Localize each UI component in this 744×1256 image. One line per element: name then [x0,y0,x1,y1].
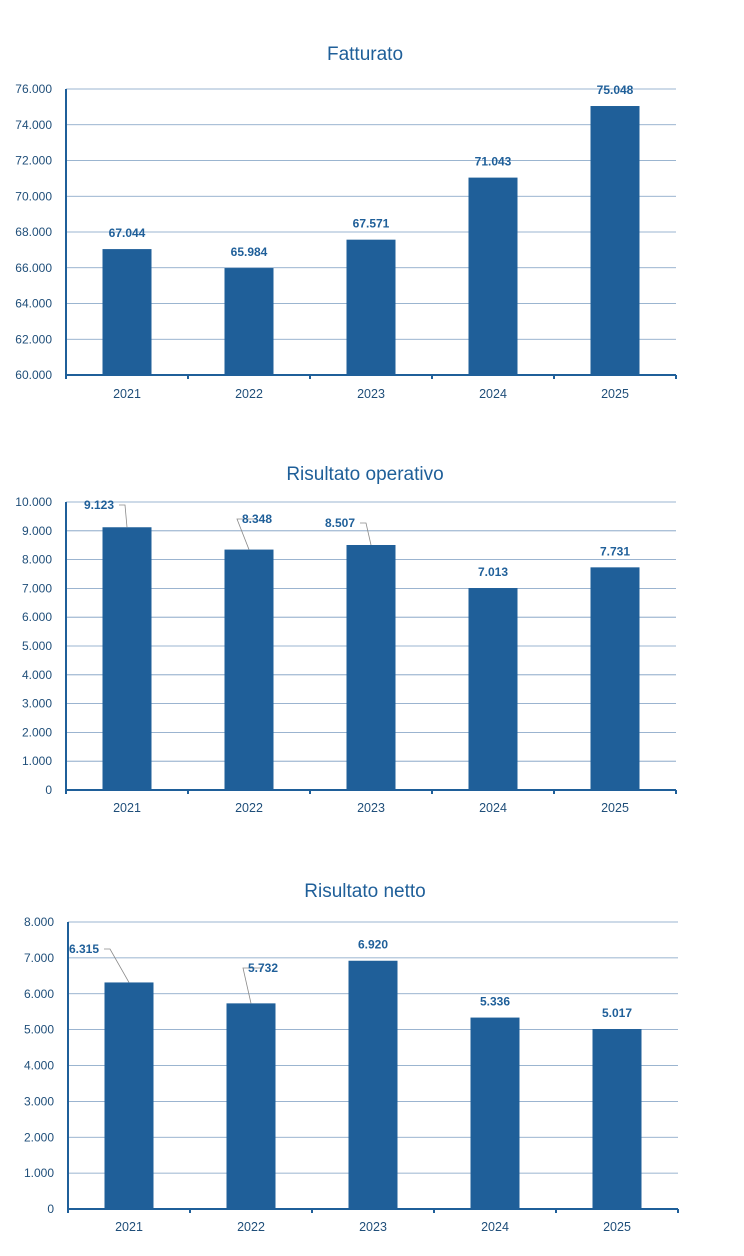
data-label: 5.336 [480,995,510,1009]
data-label: 5.732 [248,961,278,975]
data-label: 6.920 [358,938,388,952]
bar-2021 [102,249,152,375]
chart-fatturato: Fatturato 60.000 62.000 64.000 66.000 68.000 7… [0,0,744,420]
chart-fatturato-svg: Fatturato 60.000 62.000 64.000 66.000 68.000 7… [15,44,677,401]
bar-2021 [104,982,154,1209]
data-label-leader [236,518,257,550]
bar-2023 [348,960,398,1209]
x-tick-label: 2025 [601,387,629,401]
data-label: 65.984 [231,245,268,259]
data-label: 6.315 [69,942,99,956]
x-tick-label: 2023 [357,801,385,815]
bar-2022 [226,1003,276,1209]
x-tick-label: 2025 [603,1220,631,1234]
y-tick-label: 7.000 [24,951,54,965]
y-tick-label: 8.000 [24,915,54,929]
x-tick-label: 2021 [113,801,141,815]
y-tick-label: 5.000 [22,639,52,653]
y-tick-label: 6.000 [24,987,54,1001]
chart-risultato-netto-svg: Risultato netto 0 1.000 2.000 3.000 4.000 5.00… [24,881,679,1234]
x-tick-label: 2021 [113,387,141,401]
bar-2022 [224,268,274,375]
y-tick-label: 70.000 [15,189,52,203]
y-tick-label: 5.000 [24,1023,54,1037]
y-tick-label: 1.000 [24,1166,54,1180]
data-label: 8.348 [242,512,272,526]
data-label-leader [242,967,263,1004]
data-label-leader [360,522,372,546]
x-tick-label: 2023 [359,1220,387,1234]
y-tick-label: 74.000 [15,118,52,132]
x-tick-label: 2024 [481,1220,509,1234]
y-tick-label: 7.000 [22,581,52,595]
y-tick-label: 66.000 [15,261,52,275]
bar-2023 [346,544,396,790]
bar-2024 [468,177,518,375]
y-tick-label: 9.000 [22,524,52,538]
y-tick-label: 10.000 [15,495,52,509]
chart-title: Risultato netto [304,881,425,902]
x-tick-label: 2022 [237,1220,265,1234]
data-label-leader [104,948,130,983]
x-tick-label: 2022 [235,387,263,401]
chart-risultato-operativo-svg: Risultato operativo 0 1.000 2.000 3.000 4.000… [15,464,677,815]
bar-2025 [592,1029,642,1209]
bar-2025 [590,106,640,375]
data-label: 7.731 [600,544,630,558]
data-label-leader [119,504,128,528]
data-label: 9.123 [84,498,114,512]
y-tick-label: 62.000 [15,332,52,346]
y-tick-label: 4.000 [24,1059,54,1073]
y-tick-label: 0 [45,783,52,797]
x-tick-label: 2022 [235,801,263,815]
data-label: 67.571 [353,217,390,231]
data-label: 8.507 [325,516,355,530]
data-label: 5.017 [602,1006,632,1020]
data-label: 75.048 [597,83,634,97]
y-tick-label: 2.000 [24,1130,54,1144]
y-tick-label: 60.000 [15,368,52,382]
x-tick-label: 2021 [115,1220,143,1234]
bar-2023 [346,239,396,375]
x-tick-label: 2025 [601,801,629,815]
bar-2021 [102,527,152,790]
y-tick-label: 72.000 [15,154,52,168]
x-tick-label: 2024 [479,387,507,401]
chart-risultato-netto: Risultato netto 0 1.000 2.000 3.000 4.000 5.00… [0,840,744,1256]
y-tick-label: 2.000 [22,725,52,739]
y-tick-label: 3.000 [22,697,52,711]
data-label: 71.043 [475,155,512,169]
chart-title: Risultato operativo [286,464,443,485]
data-label: 7.013 [478,565,508,579]
y-tick-label: 1.000 [22,754,52,768]
bar-2024 [468,588,518,790]
chart-title: Fatturato [327,44,403,65]
chart-risultato-operativo: Risultato operativo 0 1.000 2.000 3.000 4.000… [0,420,744,840]
data-label: 67.044 [109,226,146,240]
y-tick-label: 6.000 [22,610,52,624]
bar-2024 [470,1017,520,1209]
y-tick-label: 4.000 [22,668,52,682]
y-tick-label: 0 [47,1202,54,1216]
y-tick-label: 3.000 [24,1094,54,1108]
bar-2022 [224,549,274,790]
x-tick-label: 2024 [479,801,507,815]
bar-2025 [590,567,640,790]
x-tick-label: 2023 [357,387,385,401]
y-tick-label: 68.000 [15,225,52,239]
y-tick-label: 64.000 [15,297,52,311]
y-tick-label: 8.000 [22,553,52,567]
y-tick-label: 76.000 [15,82,52,96]
